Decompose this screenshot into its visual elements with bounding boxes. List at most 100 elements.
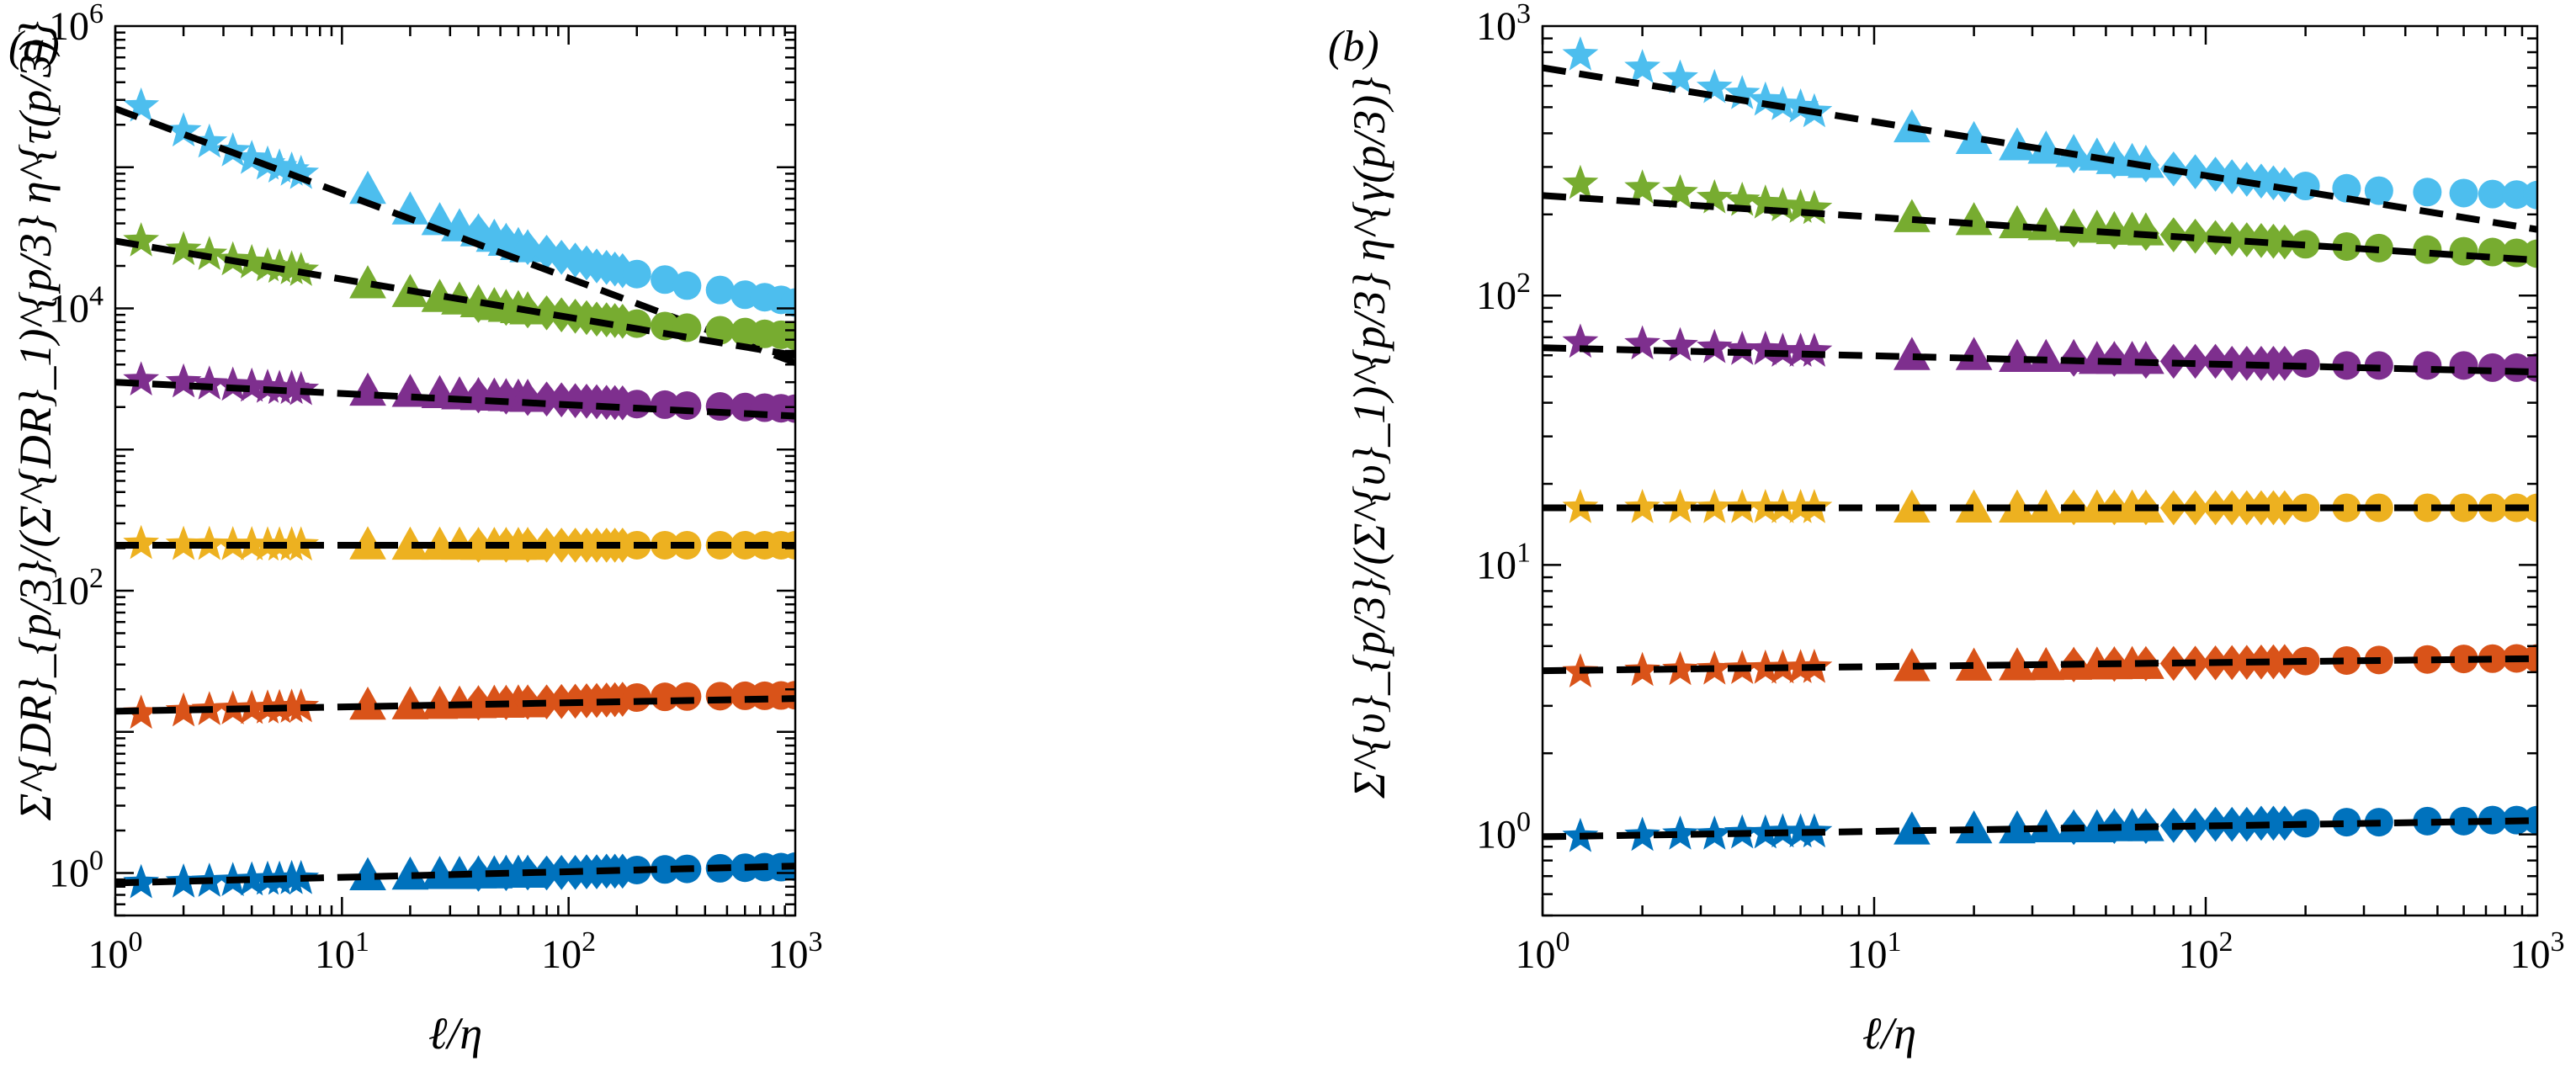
star-point xyxy=(165,112,202,147)
circle-point xyxy=(2413,178,2442,207)
star-point xyxy=(1662,174,1698,209)
panel-b: (b) 100 101 102 103 100 101 102 103 Σ^{υ}_{p/3}… xyxy=(1328,0,2565,1059)
star-point xyxy=(1624,489,1660,523)
triangle-point xyxy=(1999,127,2036,161)
diamond-point xyxy=(2218,221,2246,257)
series-2 xyxy=(115,222,795,359)
star-point xyxy=(1765,187,1801,221)
y-tick-label: 100 xyxy=(1476,807,1531,857)
circle-point xyxy=(705,316,735,345)
triangle-point xyxy=(1999,489,2036,523)
fit-line xyxy=(115,695,795,715)
triangle-point xyxy=(391,526,429,560)
star-point xyxy=(165,363,202,398)
diamond-point xyxy=(465,528,492,563)
circle-point xyxy=(2523,805,2537,835)
circle-point xyxy=(2523,493,2537,523)
star-point xyxy=(1782,332,1819,367)
series-3 xyxy=(115,361,795,423)
circle-point xyxy=(2449,351,2478,380)
fit-line xyxy=(1543,817,2537,841)
star-point xyxy=(123,87,160,122)
y-tick-label: 100 xyxy=(49,846,104,896)
panel-a-y-axis-label: Σ^{DR}_{p/3}/(Σ^{DR}_1)^{p/3} η^{τ(p/3)} xyxy=(10,21,61,821)
star-point xyxy=(1796,189,1833,225)
circle-point xyxy=(2332,351,2361,380)
x-tick-label: 101 xyxy=(1847,926,1902,977)
star-point xyxy=(1724,331,1761,365)
plot-area xyxy=(115,87,795,899)
series-5 xyxy=(115,681,795,730)
panel-a-marks xyxy=(115,87,795,899)
circle-point xyxy=(705,682,735,711)
circle-point xyxy=(622,259,651,289)
star-point xyxy=(123,524,160,560)
circle-point xyxy=(672,271,702,300)
fit-line xyxy=(1543,192,2537,264)
triangle-point xyxy=(349,170,386,204)
circle-point xyxy=(651,530,680,560)
triangle-point xyxy=(349,686,386,720)
star-point xyxy=(165,525,202,560)
star-point xyxy=(233,861,270,896)
circle-point xyxy=(2478,805,2507,835)
star-point xyxy=(1624,49,1660,83)
fit-line xyxy=(115,237,795,359)
star-point xyxy=(1696,489,1733,523)
series-3 xyxy=(1543,323,2537,382)
diamond-point xyxy=(2271,167,2298,203)
diamond-point xyxy=(533,684,560,719)
star-point xyxy=(1662,650,1698,686)
triangle-point xyxy=(1955,809,1993,844)
fit-line xyxy=(1543,655,2537,675)
circle-point xyxy=(781,321,795,351)
star-point xyxy=(1696,68,1733,103)
star-point xyxy=(1765,332,1801,367)
star-point xyxy=(1765,86,1801,120)
diamond-point xyxy=(533,234,560,270)
y-tick-label: 106 xyxy=(49,0,104,49)
circle-point xyxy=(2413,645,2442,674)
circle-point xyxy=(2332,231,2361,261)
diamond-point xyxy=(492,223,520,259)
panel-a-label: (a) xyxy=(8,23,60,71)
star-point xyxy=(1624,169,1660,204)
triangle-point xyxy=(349,265,386,299)
triangle-point xyxy=(1999,809,2036,844)
diamond-point xyxy=(514,230,542,265)
star-point xyxy=(1747,81,1784,116)
diamond-point xyxy=(533,295,560,331)
circle-point xyxy=(705,392,735,422)
circle-point xyxy=(2523,180,2537,210)
panel-b-plot-frame xyxy=(1541,24,2539,917)
diamond-point xyxy=(465,378,492,414)
diamond-point xyxy=(465,288,492,323)
circle-point xyxy=(622,682,651,712)
star-point xyxy=(1624,816,1660,852)
circle-point xyxy=(2332,645,2361,675)
star-point xyxy=(191,123,228,158)
triangle-point xyxy=(1955,647,1993,681)
diamond-point xyxy=(492,379,520,415)
triangle-point xyxy=(1955,337,1993,370)
panel-b-label: (b) xyxy=(1328,23,1379,71)
panel-a-plot-frame xyxy=(114,24,797,917)
star-point xyxy=(1782,489,1819,523)
star-point xyxy=(1696,815,1733,850)
y-tick-label: 103 xyxy=(1476,0,1531,49)
series-4 xyxy=(115,524,795,563)
star-point xyxy=(1782,88,1819,123)
circle-point xyxy=(2291,230,2320,259)
diamond-point xyxy=(548,382,576,417)
triangle-point xyxy=(1893,811,1931,845)
circle-point xyxy=(2364,176,2393,205)
circle-point xyxy=(2413,493,2442,523)
series-2 xyxy=(1543,164,2537,268)
circle-point xyxy=(2332,808,2361,837)
series-4 xyxy=(1543,489,2537,526)
plot-area xyxy=(1543,36,2537,852)
triangle-point xyxy=(1893,648,1931,682)
star-point xyxy=(123,863,160,899)
x-tick-label: 100 xyxy=(88,926,143,977)
star-point xyxy=(233,689,270,724)
